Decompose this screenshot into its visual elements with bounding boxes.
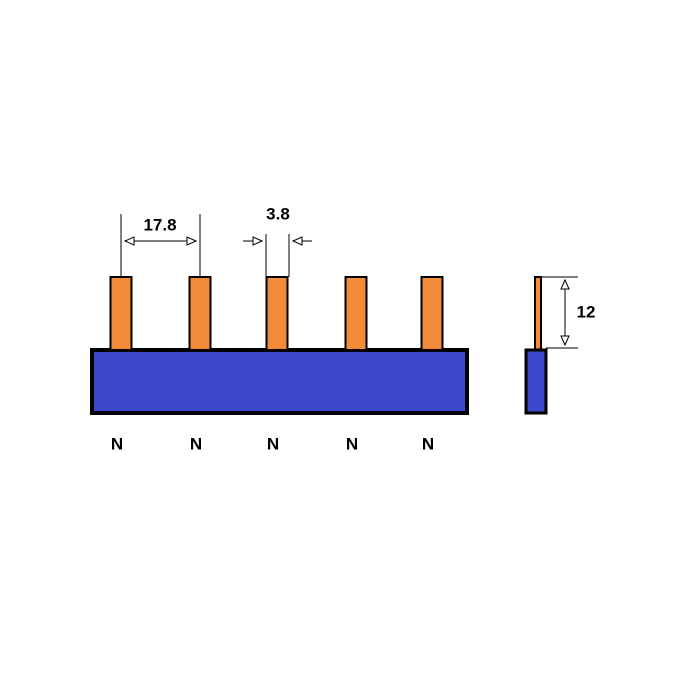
- width-dimension: 3.8: [243, 204, 312, 277]
- pitch-label: 17.8: [143, 215, 176, 234]
- height-label: 12: [577, 302, 596, 321]
- height-dimension: 12: [541, 276, 596, 349]
- side-bar: [524, 348, 548, 415]
- pin-label: N: [267, 434, 279, 453]
- pin-label: N: [190, 434, 202, 453]
- pin-label: N: [422, 434, 434, 453]
- side-pin: [534, 276, 542, 351]
- pin-label: N: [111, 434, 123, 453]
- pin: [188, 276, 212, 351]
- pin: [265, 276, 289, 351]
- pin: [109, 276, 133, 351]
- width-label: 3.8: [266, 204, 290, 223]
- busbar: [90, 348, 469, 415]
- pin-label: N: [346, 434, 358, 453]
- pin: [420, 276, 444, 351]
- pins: [109, 276, 444, 351]
- pitch-dimension: 17.8: [120, 214, 201, 277]
- pin: [344, 276, 368, 351]
